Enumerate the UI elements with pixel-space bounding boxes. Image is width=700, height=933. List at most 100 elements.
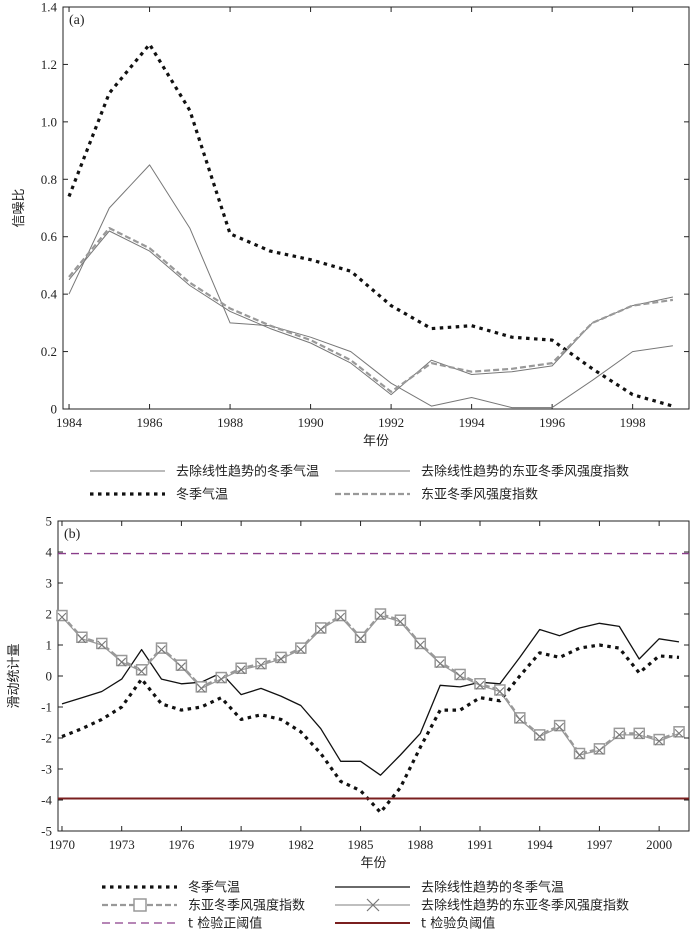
series-3-point bbox=[336, 612, 346, 622]
series-3-point bbox=[97, 640, 107, 650]
series-3-point bbox=[117, 657, 127, 667]
series-2-point bbox=[215, 671, 227, 684]
series-2-point bbox=[315, 622, 327, 634]
x-tick-label: 1988 bbox=[407, 837, 433, 852]
series-3-point bbox=[316, 625, 326, 634]
y-tick-label: 0.6 bbox=[41, 229, 58, 244]
series-3-point bbox=[177, 662, 186, 672]
series-3-point bbox=[634, 730, 644, 740]
y-tick-label: 1.2 bbox=[41, 57, 57, 72]
series-2-point bbox=[454, 668, 466, 681]
series-3-point bbox=[395, 617, 405, 627]
series-3-point bbox=[674, 728, 684, 738]
series-2-point bbox=[295, 642, 307, 654]
series-2-point bbox=[155, 642, 168, 654]
series-2-point bbox=[593, 743, 606, 755]
legend-label: 去除线性趋势的东亚冬季风强度指数 bbox=[421, 898, 629, 914]
y-tick-label: 0 bbox=[51, 402, 58, 417]
series-3-point bbox=[595, 746, 604, 755]
panel-label: (a) bbox=[69, 13, 85, 28]
y-tick-label: 1 bbox=[46, 638, 53, 653]
y-tick-label: 0.8 bbox=[41, 172, 57, 187]
series-1-line bbox=[61, 622, 680, 776]
series-3-point bbox=[376, 611, 385, 620]
legend-marker bbox=[133, 898, 147, 912]
x-tick-label: 1991 bbox=[467, 837, 493, 852]
series-2-point bbox=[613, 727, 626, 740]
series-3-point bbox=[296, 645, 306, 655]
y-tick-label: -2 bbox=[41, 731, 52, 746]
y-tick-label: 4 bbox=[46, 545, 53, 560]
x-axis-label: 年份 bbox=[363, 434, 389, 449]
series-2-point bbox=[633, 727, 645, 740]
panel-b: -5 -4 -3 -2 -1 0 1 2 3 4 5 1970 1973 1976 1979 1982 1985… bbox=[7, 514, 690, 871]
y-tick-label: 0.2 bbox=[41, 344, 57, 359]
plot-frame bbox=[57, 520, 690, 832]
series-2-point bbox=[56, 609, 68, 622]
series-2-point bbox=[434, 656, 446, 668]
y-tick-label: 1.0 bbox=[41, 114, 57, 129]
legend-label: 冬季气温 bbox=[188, 880, 240, 896]
series-3-point bbox=[77, 634, 87, 644]
x-tick-label: 1984 bbox=[56, 415, 83, 430]
series-2-point bbox=[135, 664, 148, 676]
y-tick-label: 0.4 bbox=[41, 287, 58, 302]
series-3-point bbox=[535, 732, 545, 741]
series-3-point bbox=[196, 684, 206, 693]
legend-label: 冬季气温 bbox=[176, 487, 228, 503]
x-tick-label: 1990 bbox=[298, 415, 324, 430]
x-tick-label: 1976 bbox=[168, 837, 195, 852]
series-2-point bbox=[474, 678, 486, 690]
x-tick-label: 1998 bbox=[620, 415, 646, 430]
series-3-point bbox=[555, 722, 565, 732]
y-axis-label: 信噪比 bbox=[12, 188, 27, 227]
y-tick-label: 5 bbox=[46, 514, 53, 529]
series-3-point bbox=[654, 736, 664, 746]
series-3-point bbox=[57, 612, 67, 622]
series-2-point bbox=[354, 631, 367, 643]
series-2-point bbox=[414, 637, 427, 650]
series-3-point bbox=[216, 674, 226, 684]
legend-label: t 检验负阈值 bbox=[421, 916, 495, 932]
x-tick-label: 1988 bbox=[217, 415, 243, 430]
x-tick-label: 1970 bbox=[49, 837, 75, 852]
y-tick-label: -1 bbox=[41, 700, 52, 715]
series-3-point bbox=[415, 640, 425, 650]
series-3-point bbox=[515, 715, 525, 724]
series-3-point bbox=[435, 659, 445, 668]
legend-label: 东亚冬季风强度指数 bbox=[188, 898, 305, 914]
x-tick-label: 1994 bbox=[527, 837, 554, 852]
y-tick-label: 2 bbox=[46, 607, 53, 622]
legend-label: 东亚冬季风强度指数 bbox=[421, 487, 538, 503]
series-3-point bbox=[475, 680, 485, 690]
series-2-point bbox=[334, 609, 347, 622]
series-3-point bbox=[236, 665, 246, 675]
legend-label: 去除线性趋势的冬季气温 bbox=[176, 464, 319, 480]
x-tick-label: 1985 bbox=[348, 837, 374, 852]
x-tick-label: 1979 bbox=[228, 837, 254, 852]
series-3-point bbox=[157, 645, 166, 655]
series-2-point bbox=[374, 608, 387, 620]
panel-a: 0 0.2 0.4 0.6 0.8 1.0 1.2 1.4 1984 1986 1988 1990 19… bbox=[12, 0, 690, 449]
x-tick-label: 1994 bbox=[459, 415, 486, 430]
series-3-line bbox=[61, 614, 680, 756]
series-2-point bbox=[76, 631, 88, 643]
series-2-point bbox=[115, 654, 128, 667]
x-tick-label: 1973 bbox=[109, 837, 135, 852]
series-2-point bbox=[175, 659, 188, 671]
y-tick-label: -5 bbox=[41, 824, 52, 839]
x-tick-label: 1997 bbox=[586, 837, 613, 852]
legend-label: 去除线性趋势的东亚冬季风强度指数 bbox=[421, 464, 629, 480]
legend-marker bbox=[366, 898, 380, 912]
series-3-point bbox=[256, 660, 266, 670]
series-2-point bbox=[533, 729, 546, 741]
x-tick-label: 1982 bbox=[288, 837, 314, 852]
x-tick-label: 1996 bbox=[539, 415, 566, 430]
series-3-point bbox=[137, 666, 146, 676]
series-2-line bbox=[61, 612, 680, 755]
y-tick-label: -4 bbox=[41, 793, 52, 808]
y-tick-label: -3 bbox=[41, 762, 52, 777]
series-3-point bbox=[455, 671, 465, 681]
